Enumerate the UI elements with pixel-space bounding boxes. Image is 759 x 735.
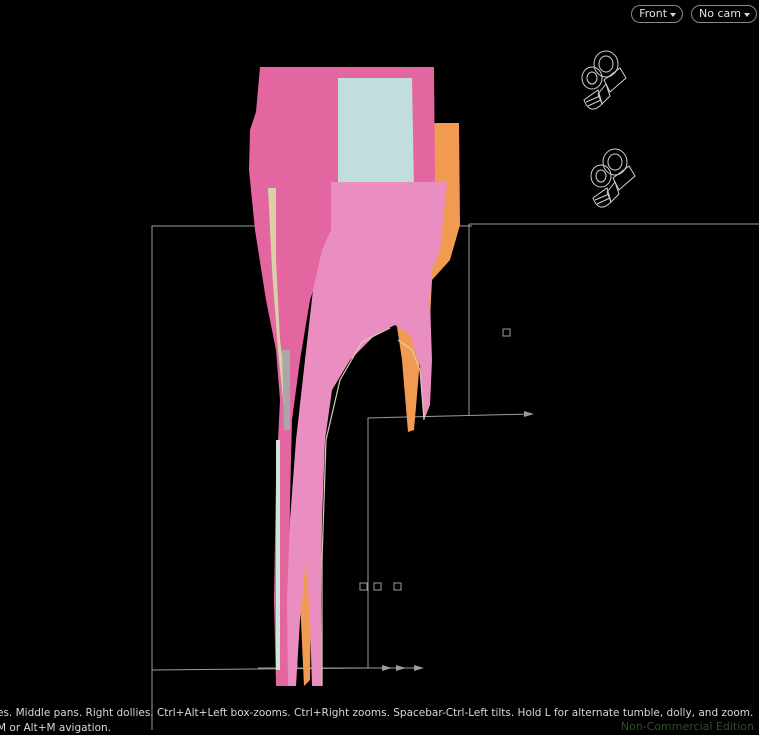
cyan-mesh[interactable]	[338, 78, 414, 190]
dropdown-caret-icon	[670, 13, 677, 17]
light-pink-mesh[interactable]	[287, 182, 447, 686]
pink-mesh[interactable]	[249, 67, 435, 686]
arrow-heads	[294, 411, 534, 671]
camera-icon[interactable]	[590, 148, 636, 208]
light-pink-inner-lines	[321, 327, 425, 686]
guide-lines	[151, 223, 759, 730]
edition-label: Non-Commercial Edition	[620, 720, 754, 733]
viewport-menus: Front No cam	[631, 5, 757, 23]
handle-markers[interactable]	[359, 328, 511, 591]
dropdown-caret-icon	[744, 13, 750, 17]
navigation-hint: es. Middle pans. Right dollies. Ctrl+Alt…	[0, 707, 754, 734]
view-dropdown-label: Front	[639, 7, 668, 20]
camera-icon[interactable]	[581, 50, 627, 110]
stripe-details	[268, 188, 290, 670]
view-dropdown[interactable]: Front	[631, 5, 684, 23]
camera-dropdown[interactable]: No cam	[691, 5, 757, 23]
camera-dropdown-label: No cam	[699, 7, 741, 20]
